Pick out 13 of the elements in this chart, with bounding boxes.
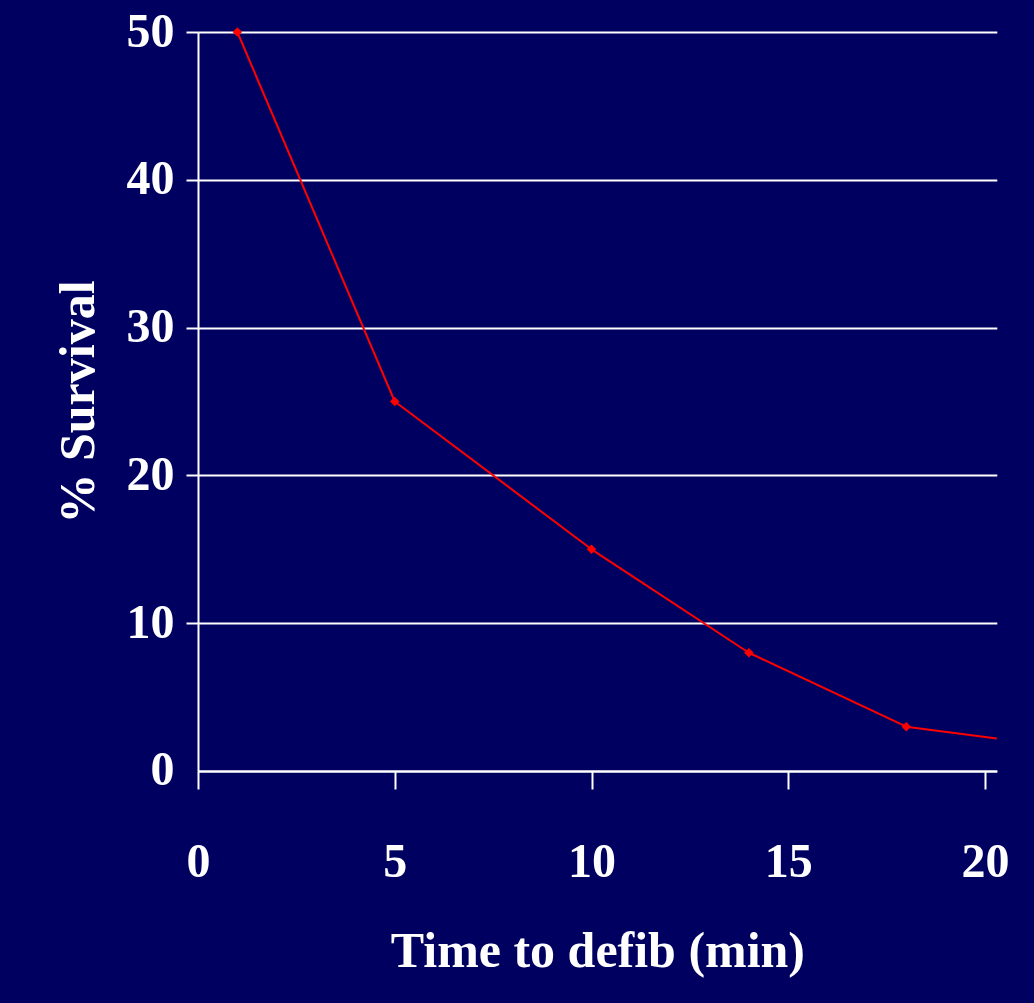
y-tick-label: 40 (126, 151, 175, 205)
y-tick-label: 20 (126, 446, 175, 500)
x-axis-title: Time to defib (min) (390, 922, 805, 979)
x-tick-label: 20 (961, 834, 1010, 888)
x-tick-label: 0 (186, 834, 211, 888)
x-tick-label: 5 (383, 834, 408, 888)
y-tick-label: 30 (126, 299, 175, 353)
y-tick-label: 10 (126, 594, 175, 648)
x-tick-label: 15 (764, 834, 813, 888)
y-tick-label: 50 (126, 3, 175, 57)
y-tick-label: 0 (150, 742, 175, 796)
x-tick-label: 10 (568, 834, 616, 888)
y-axis-title: % Survival (49, 280, 106, 524)
